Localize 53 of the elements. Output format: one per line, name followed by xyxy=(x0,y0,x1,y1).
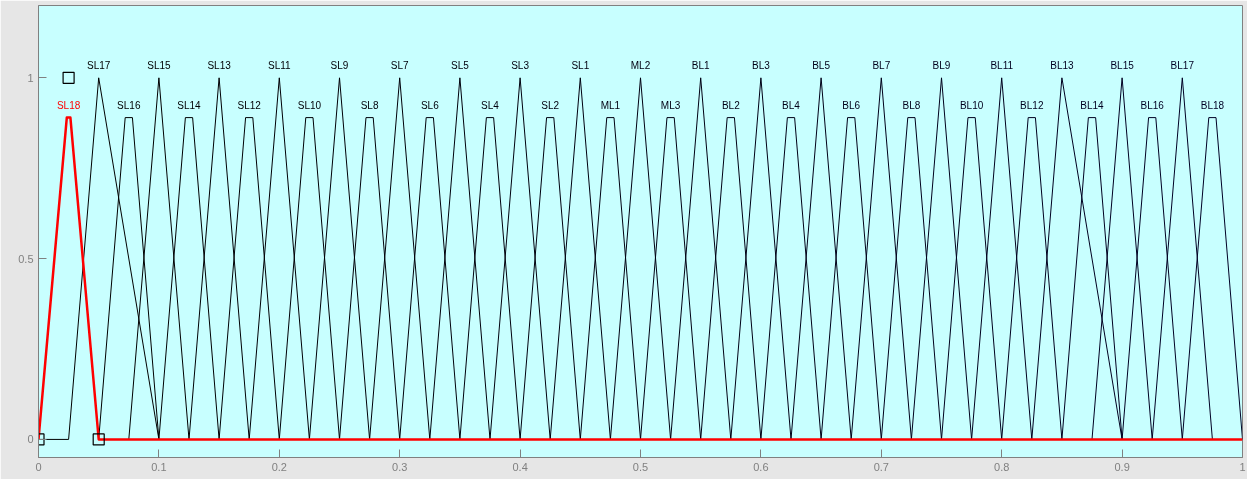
series-label: SL10 xyxy=(297,99,322,111)
series-label: BL4 xyxy=(782,99,801,111)
series-label: BL17 xyxy=(1170,60,1195,72)
series-label: SL8 xyxy=(360,99,379,111)
series-label: SL1 xyxy=(571,60,590,72)
x-tick-label: 0.7 xyxy=(873,460,889,473)
series-label: BL1 xyxy=(691,60,711,72)
series-label: SL2 xyxy=(541,99,560,111)
series-label: BL5 xyxy=(812,60,831,72)
series-label: SL3 xyxy=(511,60,530,72)
x-tick-label: 0.3 xyxy=(392,460,408,473)
x-tick-label: 0.4 xyxy=(512,460,528,473)
series-label: BL3 xyxy=(752,60,771,72)
series-label: SL11 xyxy=(267,60,292,72)
x-tick-label: 0.5 xyxy=(632,460,649,473)
series-label: SL5 xyxy=(451,60,470,72)
x-tick-label: 0.9 xyxy=(1114,460,1130,473)
x-tick-label: 0.1 xyxy=(151,460,167,473)
series-label: ML2 xyxy=(630,60,651,72)
series-label: BL14 xyxy=(1080,99,1105,111)
x-tick-label: 1 xyxy=(1239,460,1246,473)
series-label: BL6 xyxy=(842,99,861,111)
x-tick-label: 0.2 xyxy=(271,460,287,473)
x-tick-label: 0 xyxy=(35,460,42,473)
series-label: SL15 xyxy=(147,60,172,72)
x-tick-label: 0.8 xyxy=(994,460,1010,473)
series-label: BL11 xyxy=(990,60,1014,72)
series-label: SL17 xyxy=(87,60,111,72)
series-label: SL12 xyxy=(237,99,262,111)
y-tick-label: 1 xyxy=(27,71,34,84)
series-label: SL9 xyxy=(330,60,349,72)
series-label: BL8 xyxy=(902,99,921,111)
series-label: BL9 xyxy=(932,60,951,72)
series-label: SL13 xyxy=(207,60,232,72)
y-tick-label: 0.5 xyxy=(18,252,34,265)
series-label: SL4 xyxy=(481,99,500,111)
series-label: BL12 xyxy=(1020,99,1044,111)
series-label: BL13 xyxy=(1050,60,1075,72)
series-label: ML3 xyxy=(660,99,681,111)
y-tick-label: 0 xyxy=(27,433,34,446)
series-label: SL16 xyxy=(117,99,141,111)
series-label: BL15 xyxy=(1110,60,1135,72)
series-label: BL2 xyxy=(721,99,741,111)
series-label: BL7 xyxy=(872,60,891,72)
series-label: BL18 xyxy=(1200,99,1225,111)
series-label: SL6 xyxy=(420,99,440,111)
series-label: BL16 xyxy=(1140,99,1165,111)
series-label: SL7 xyxy=(390,60,410,72)
series-label: SL18 xyxy=(56,99,81,111)
series-label: ML1 xyxy=(600,99,621,111)
series-label: SL14 xyxy=(177,99,202,111)
x-tick-label: 0.6 xyxy=(753,460,769,473)
series-label: BL10 xyxy=(959,99,984,111)
